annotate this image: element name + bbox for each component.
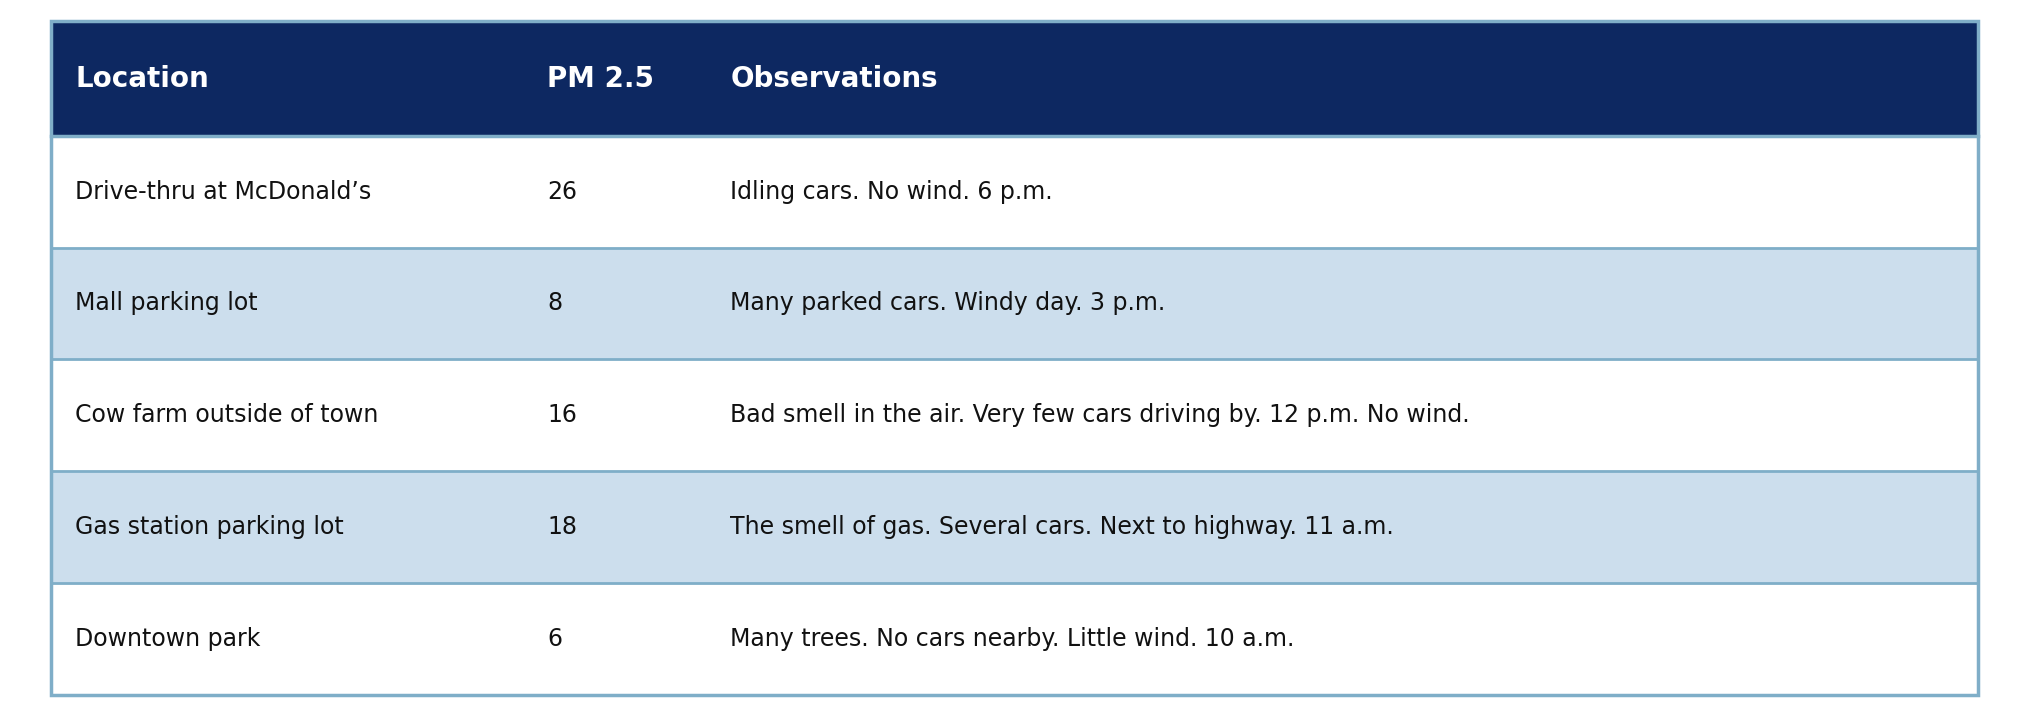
Text: Idling cars. No wind. 6 p.m.: Idling cars. No wind. 6 p.m. (730, 179, 1053, 203)
Text: Bad smell in the air. Very few cars driving by. 12 p.m. No wind.: Bad smell in the air. Very few cars driv… (730, 403, 1471, 428)
Text: 8: 8 (548, 291, 562, 316)
Text: The smell of gas. Several cars. Next to highway. 11 a.m.: The smell of gas. Several cars. Next to … (730, 515, 1394, 539)
Text: Mall parking lot: Mall parking lot (75, 291, 258, 316)
Text: Many parked cars. Windy day. 3 p.m.: Many parked cars. Windy day. 3 p.m. (730, 291, 1167, 316)
Text: 16: 16 (548, 403, 576, 428)
Bar (51, 471, 1978, 583)
Text: Drive-thru at McDonald’s: Drive-thru at McDonald’s (75, 179, 371, 203)
Bar (51, 136, 1978, 247)
Bar (51, 21, 1978, 136)
Text: 6: 6 (548, 627, 562, 651)
Text: Location: Location (75, 65, 209, 92)
Bar (51, 247, 1978, 359)
Text: Cow farm outside of town: Cow farm outside of town (75, 403, 379, 428)
Bar (51, 583, 1978, 695)
Text: Many trees. No cars nearby. Little wind. 10 a.m.: Many trees. No cars nearby. Little wind.… (730, 627, 1295, 651)
Text: Downtown park: Downtown park (75, 627, 260, 651)
Text: PM 2.5: PM 2.5 (548, 65, 653, 92)
Text: Gas station parking lot: Gas station parking lot (75, 515, 343, 539)
Bar (51, 359, 1978, 471)
Text: 18: 18 (548, 515, 578, 539)
Text: Observations: Observations (730, 65, 937, 92)
Text: 26: 26 (548, 179, 578, 203)
